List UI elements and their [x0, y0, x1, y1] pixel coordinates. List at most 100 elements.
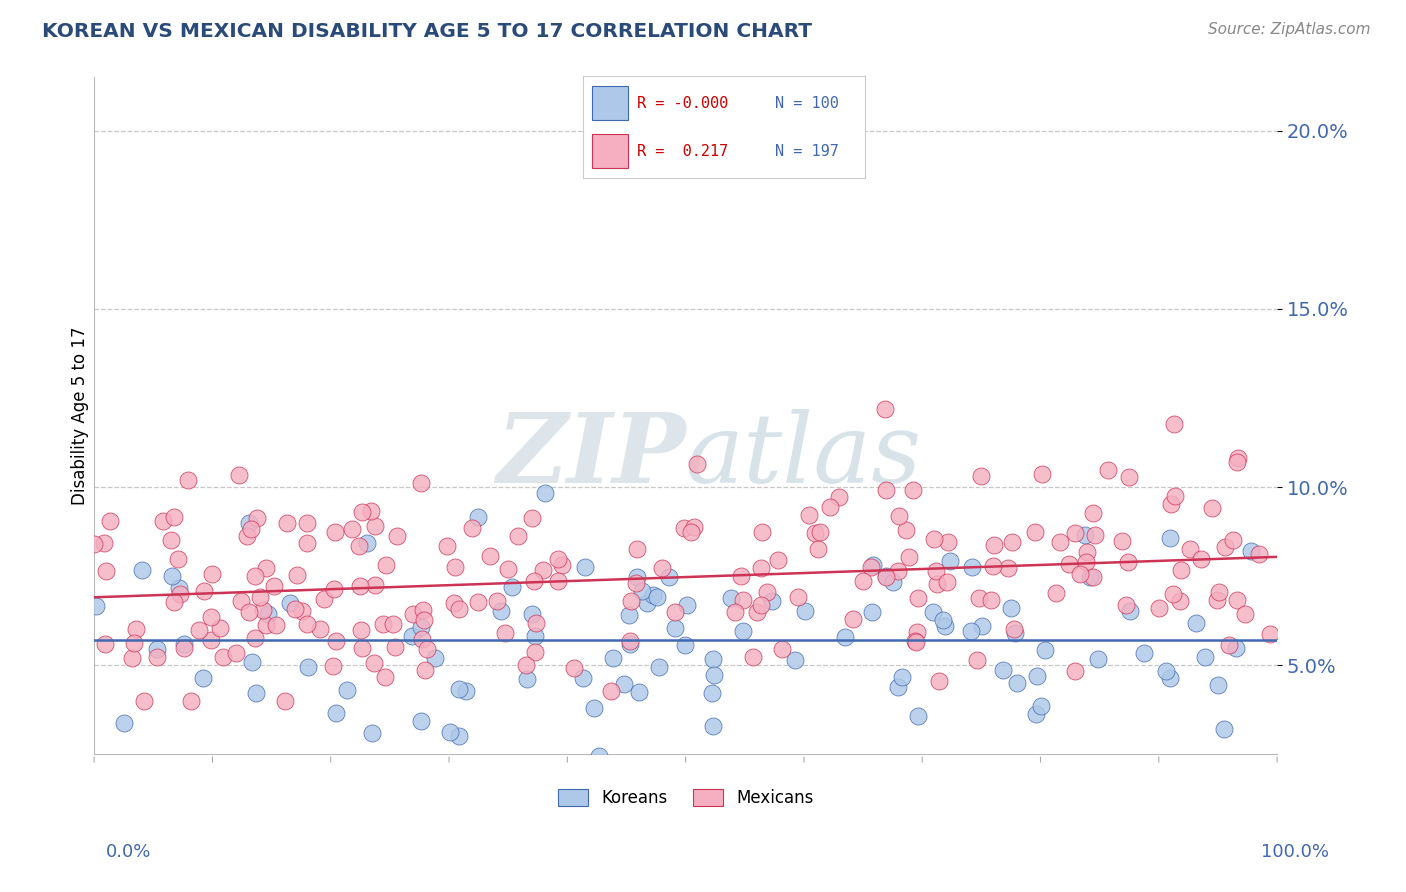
Point	[574, 560, 596, 574]
Point	[1025, 707, 1047, 722]
Point	[163, 595, 186, 609]
Point	[1240, 544, 1263, 558]
Point	[160, 569, 183, 583]
Point	[904, 634, 927, 648]
Point	[200, 633, 222, 648]
Point	[875, 401, 897, 416]
Point	[993, 663, 1015, 677]
Point	[323, 524, 346, 539]
Point	[934, 619, 956, 633]
Point	[1000, 535, 1022, 549]
Point	[501, 580, 523, 594]
Point	[925, 564, 948, 578]
Point	[249, 590, 271, 604]
Point	[676, 598, 699, 612]
Point	[1159, 531, 1181, 545]
Point	[922, 605, 945, 619]
Point	[413, 663, 436, 677]
Point	[285, 567, 308, 582]
Point	[124, 623, 146, 637]
Point	[467, 595, 489, 609]
Point	[887, 565, 910, 579]
Point	[240, 656, 263, 670]
Point	[121, 651, 143, 665]
Point	[1184, 616, 1206, 631]
Bar	[592, 135, 628, 168]
Point	[550, 558, 572, 572]
Point	[443, 596, 465, 610]
Point	[361, 726, 384, 740]
Point	[703, 667, 725, 681]
Point	[588, 749, 610, 764]
Text: 0.0%: 0.0%	[105, 843, 150, 861]
Point	[1000, 601, 1022, 615]
Point	[645, 590, 668, 604]
Point	[562, 661, 585, 675]
Point	[1226, 593, 1249, 607]
Point	[842, 612, 865, 626]
Point	[1083, 528, 1105, 542]
Point	[761, 593, 783, 607]
Point	[235, 529, 257, 543]
Point	[960, 624, 983, 639]
Point	[173, 637, 195, 651]
Point	[257, 607, 280, 621]
Point	[160, 533, 183, 547]
Point	[411, 714, 433, 728]
Bar	[592, 87, 628, 120]
Text: Source: ZipAtlas.com: Source: ZipAtlas.com	[1208, 22, 1371, 37]
Point	[658, 570, 681, 584]
Point	[180, 694, 202, 708]
Text: N = 100: N = 100	[775, 95, 838, 111]
Point	[679, 524, 702, 539]
Y-axis label: Disability Age 5 to 17: Disability Age 5 to 17	[72, 326, 89, 505]
Point	[741, 650, 763, 665]
Point	[664, 621, 686, 635]
Point	[673, 521, 696, 535]
Point	[531, 563, 554, 577]
Point	[402, 607, 425, 622]
Point	[1119, 604, 1142, 618]
Point	[766, 553, 789, 567]
Point	[84, 599, 107, 614]
Point	[146, 641, 169, 656]
Point	[1004, 626, 1026, 640]
Point	[112, 716, 135, 731]
Point	[520, 510, 543, 524]
Text: ZIP: ZIP	[496, 409, 686, 503]
Point	[828, 490, 851, 504]
Point	[1025, 669, 1047, 683]
Point	[152, 514, 174, 528]
Point	[925, 577, 948, 591]
Text: 100.0%: 100.0%	[1261, 843, 1329, 861]
Point	[485, 594, 508, 608]
Point	[731, 624, 754, 638]
Point	[1206, 678, 1229, 692]
Point	[274, 694, 297, 708]
Point	[875, 568, 897, 582]
Legend: Koreans, Mexicans: Koreans, Mexicans	[551, 782, 820, 814]
Point	[903, 483, 925, 497]
Point	[523, 629, 546, 643]
Point	[749, 561, 772, 575]
Point	[373, 617, 395, 632]
Point	[960, 560, 983, 574]
Point	[731, 592, 754, 607]
Point	[496, 562, 519, 576]
Point	[1031, 467, 1053, 481]
Point	[875, 569, 897, 583]
Point	[617, 608, 640, 623]
Point	[1160, 497, 1182, 511]
Point	[1076, 544, 1098, 558]
Point	[98, 514, 121, 528]
Point	[1222, 533, 1244, 547]
Point	[523, 574, 546, 588]
Point	[907, 591, 929, 606]
Point	[770, 641, 793, 656]
Point	[245, 569, 267, 583]
Point	[818, 500, 841, 514]
Point	[637, 596, 659, 610]
Point	[83, 537, 105, 551]
Point	[245, 631, 267, 645]
Point	[1168, 594, 1191, 608]
